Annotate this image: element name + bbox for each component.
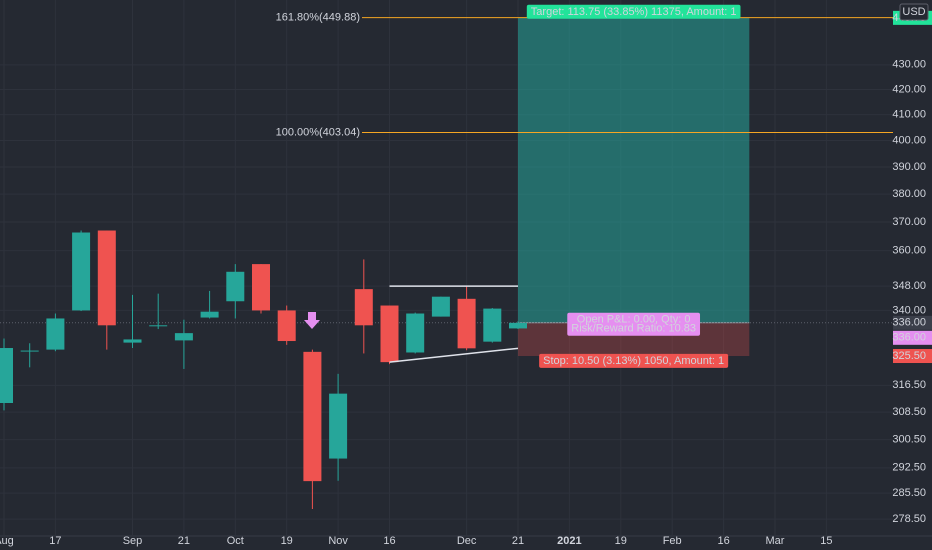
x-tick-label: 2021	[557, 535, 581, 547]
price-tag-label: 336.00	[892, 332, 926, 344]
x-tick-label: Feb	[663, 535, 682, 547]
y-tick-label: 292.50	[892, 462, 926, 474]
currency-bg	[899, 3, 929, 21]
target-label: Target: 113.75 (33.85%) 11375, Amount: 1	[531, 6, 737, 18]
y-tick-label: 308.50	[892, 406, 926, 418]
price-tag-label: 336.00	[892, 317, 926, 329]
x-tick-label: 19	[615, 535, 627, 547]
y-tick-label: 370.00	[892, 216, 926, 228]
candle-body	[509, 322, 527, 329]
price-tag	[893, 330, 932, 345]
info-bg	[567, 312, 701, 336]
x-tick-label: 21	[512, 535, 524, 547]
candle-body	[123, 339, 142, 343]
candle-body	[46, 318, 65, 350]
y-tick-label: 278.50	[892, 513, 926, 525]
y-tick-label: 300.50	[892, 433, 926, 445]
y-tick-label: 390.00	[892, 161, 926, 173]
x-tick-label: 15	[820, 535, 832, 547]
candle-body	[303, 351, 322, 482]
candle-body	[329, 393, 348, 459]
y-tick-label: 380.00	[892, 188, 926, 200]
candle-body	[277, 310, 296, 342]
candle-body	[200, 311, 219, 318]
candle-body	[174, 333, 193, 341]
candle-body	[431, 296, 450, 317]
signal-arrow	[304, 312, 320, 329]
candle-body	[20, 350, 39, 352]
y-tick-label: 430.00	[892, 59, 926, 71]
candle-body	[406, 313, 425, 353]
info-text: Risk/Reward Ratio: 10.83	[571, 323, 696, 335]
price-tag	[893, 315, 932, 330]
x-tick-label: Oct	[227, 535, 244, 547]
x-tick-label: Dec	[457, 535, 477, 547]
candle-body	[252, 264, 270, 311]
candle-body	[457, 298, 476, 349]
y-tick-label: 316.50	[892, 379, 926, 391]
candle-body	[149, 325, 168, 327]
target-zone	[518, 17, 750, 323]
stop-label: Stop: 10.50 (3.13%) 1050, Amount: 1	[543, 355, 724, 367]
y-tick-label: 285.50	[892, 487, 926, 499]
x-tick-label: 21	[178, 535, 190, 547]
x-tick-label: 16	[717, 535, 729, 547]
y-tick-label: 360.00	[892, 245, 926, 257]
info-text: Open P&L: 0.00, Qty: 0	[577, 314, 691, 326]
x-tick-label: Aug	[0, 535, 14, 547]
trend-line	[389, 347, 519, 363]
candle-body	[226, 271, 245, 302]
x-tick-label: Sep	[123, 535, 143, 547]
y-tick-label: 348.00	[892, 280, 926, 292]
x-tick-label: 17	[49, 535, 61, 547]
candle-body	[0, 348, 13, 404]
y-tick-label: 410.00	[892, 109, 926, 121]
target-label-bg	[526, 4, 741, 19]
x-tick-label: Nov	[328, 535, 348, 547]
y-tick-label: 420.00	[892, 83, 926, 95]
x-tick-label: 19	[281, 535, 293, 547]
price-axis: 278.50 285.50 292.50 300.50 308.50 316.50 340.…	[892, 0, 932, 550]
candle-body	[72, 232, 91, 311]
currency-label: USD	[902, 6, 925, 18]
candle-body	[97, 230, 116, 326]
plot: 161.80%(449.88) 100.00%(403.04) Target: 11…	[0, 4, 893, 510]
fib-label: 100.00%(403.04)	[276, 126, 360, 138]
candle-body	[483, 308, 502, 342]
x-tick-label: 16	[383, 535, 395, 547]
price-axis-bg	[893, 0, 932, 550]
x-tick-label: Mar	[766, 535, 785, 547]
y-tick-label: 400.00	[892, 134, 926, 146]
fib-label: 161.80%(449.88)	[276, 11, 360, 23]
candle-body	[380, 305, 399, 363]
stop-label-bg	[539, 353, 729, 368]
price-tag-label: 325.50	[892, 350, 926, 362]
y-tick-label: 340.00	[892, 304, 926, 316]
candle-body	[354, 289, 373, 326]
price-tag	[893, 349, 932, 364]
